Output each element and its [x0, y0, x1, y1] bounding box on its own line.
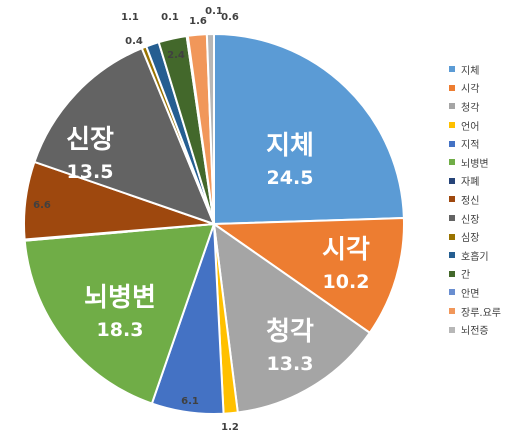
legend-label: 호흡기 [461, 251, 489, 263]
legend-item: 간 [449, 265, 519, 284]
legend-item: 자폐 [449, 172, 519, 191]
slice-value-label: 2.4 [167, 50, 185, 61]
legend-item: 안면 [449, 283, 519, 302]
legend-item: 장루.요루 [449, 302, 519, 321]
legend-item: 정신 [449, 190, 519, 209]
legend-swatch [449, 84, 455, 91]
slice-value-label: 10.2 [323, 271, 370, 293]
legend-label: 신장 [461, 214, 480, 226]
slice-value-label: 24.5 [267, 167, 314, 189]
slice-category-label: 청각 [266, 317, 314, 347]
slice-category-label: 지체 [266, 131, 314, 161]
slice-value-label: 0.1 [161, 12, 179, 23]
legend-swatch [449, 233, 455, 240]
legend-swatch [449, 103, 455, 110]
slice-value-label: 13.5 [67, 161, 114, 183]
legend-swatch [449, 140, 455, 147]
legend-label: 정신 [461, 195, 480, 207]
legend-item: 뇌전증 [449, 320, 519, 339]
slice-category-label: 신장 [66, 125, 114, 155]
legend-item: 지적 [449, 134, 519, 153]
legend-item: 뇌병변 [449, 153, 519, 172]
legend-item: 지체 [449, 60, 519, 79]
legend-label: 간 [461, 270, 471, 282]
legend-item: 호흡기 [449, 246, 519, 265]
legend-swatch [449, 326, 455, 333]
legend-swatch [449, 66, 455, 73]
slice-category-label: 뇌병변 [84, 283, 156, 313]
slice-value-label: 6.6 [33, 200, 51, 211]
legend-swatch [449, 289, 455, 296]
legend-item: 언어 [449, 116, 519, 135]
pie-slice-1 [213, 32, 405, 226]
slice-value-label: 1.1 [121, 12, 139, 23]
legend-swatch [449, 270, 455, 277]
slice-value-label: 1.6 [189, 16, 207, 27]
legend-item: 청각 [449, 97, 519, 116]
legend-item: 심장 [449, 227, 519, 246]
legend-swatch [449, 177, 455, 184]
slice-value-label: 0.4 [125, 36, 143, 47]
legend-label: 안면 [461, 288, 480, 300]
legend-item: 시각 [449, 79, 519, 98]
slice-value-label: 6.1 [181, 396, 199, 407]
pie-slice-6 [23, 222, 216, 405]
legend-swatch [449, 196, 455, 203]
pie-slice-9 [33, 46, 216, 226]
pie-slice-2 [210, 217, 405, 335]
pie-slice-3 [212, 221, 372, 414]
legend-label: 장루.요루 [461, 307, 501, 319]
slice-category-label: 시각 [322, 235, 370, 265]
legend-label: 심장 [461, 233, 480, 245]
legend-label: 청각 [461, 102, 480, 114]
legend-swatch [449, 252, 455, 259]
legend-label: 지적 [461, 140, 480, 152]
slice-value-label: 1.2 [221, 422, 239, 433]
legend-swatch [449, 215, 455, 222]
legend-item: 신장 [449, 209, 519, 228]
slice-value-label: 13.3 [267, 353, 314, 375]
legend-label: 뇌전증 [461, 326, 489, 338]
legend-label: 언어 [461, 121, 480, 133]
slice-value-label: 0.1 [205, 6, 223, 17]
legend-label: 지체 [461, 65, 480, 77]
legend-swatch [449, 308, 455, 315]
legend-label: 시각 [461, 84, 480, 96]
legend-swatch [449, 122, 455, 129]
slice-value-label: 18.3 [97, 319, 144, 341]
pie-slice-15 [205, 32, 215, 225]
legend-label: 뇌병변 [461, 158, 489, 170]
legend-label: 자폐 [461, 177, 480, 189]
legend-swatch [449, 159, 455, 166]
slice-value-label: 0.6 [221, 12, 239, 23]
